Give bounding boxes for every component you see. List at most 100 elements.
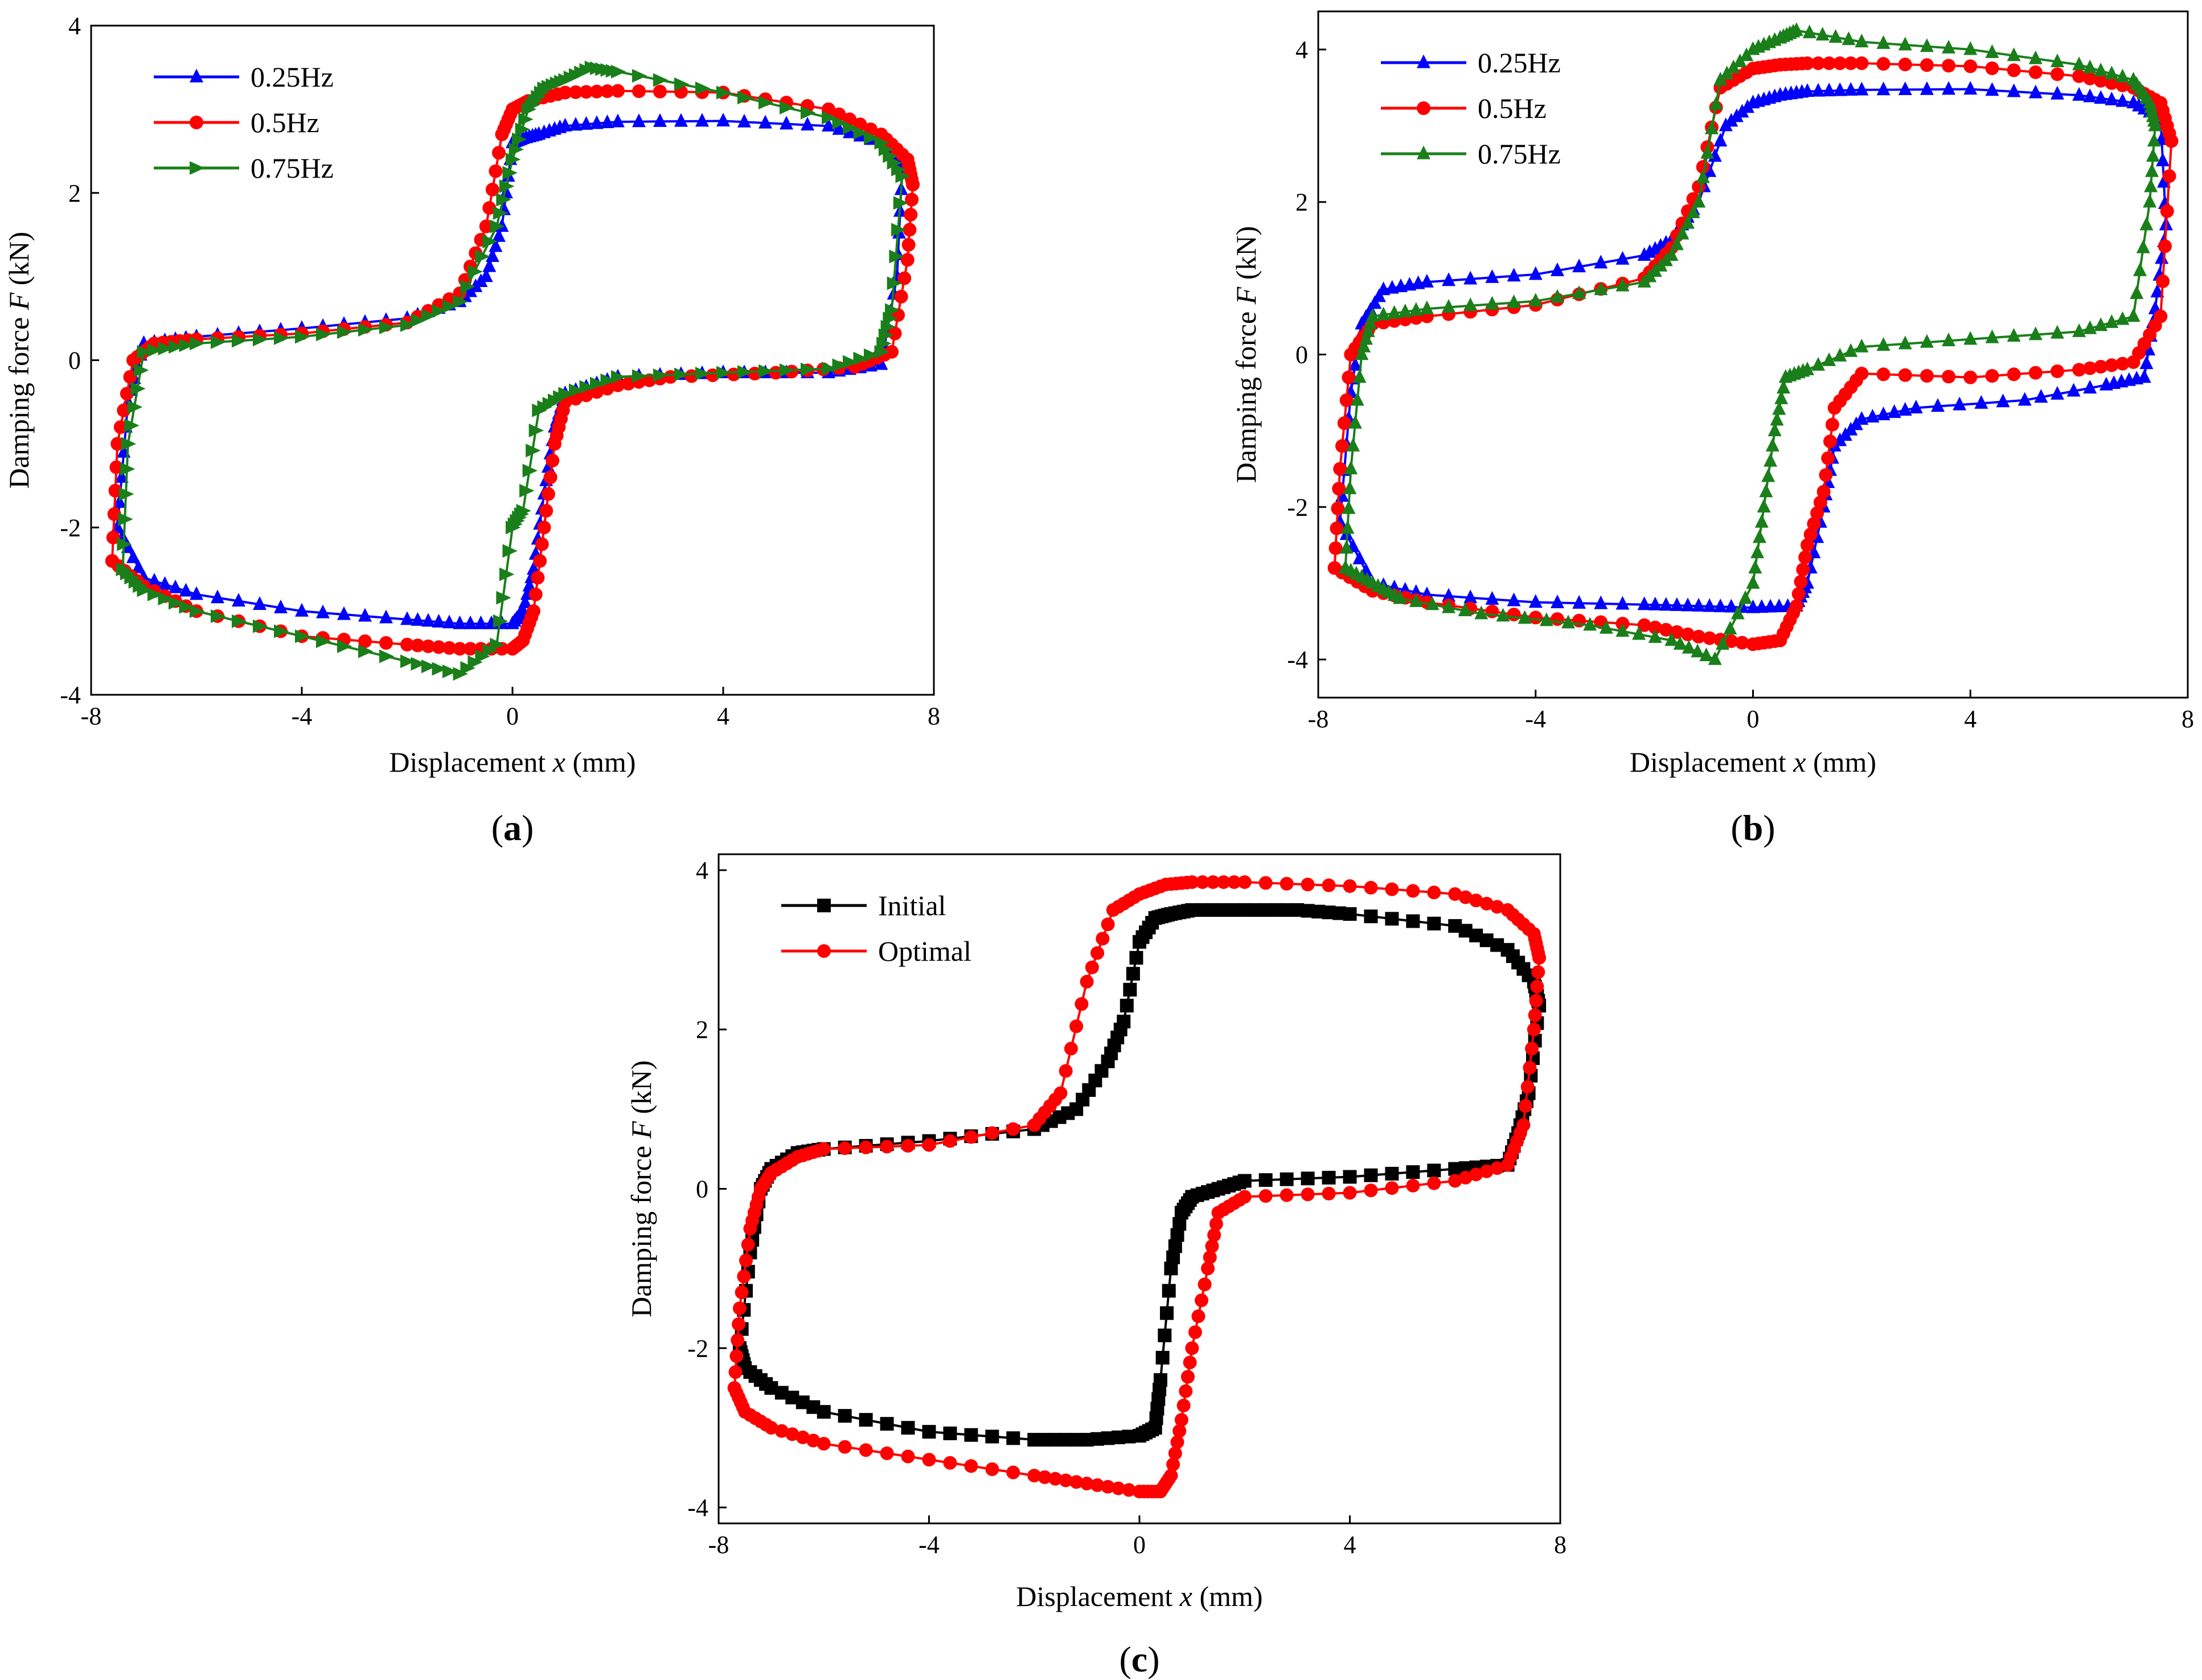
data-point	[1342, 500, 1356, 514]
data-point	[1803, 527, 1818, 542]
data-point	[888, 326, 902, 341]
data-point	[1301, 1187, 1315, 1202]
legend-marker	[817, 944, 831, 958]
data-point	[1754, 599, 1769, 613]
data-point	[1442, 272, 1456, 286]
data-point	[1387, 305, 1401, 319]
data-point	[891, 162, 907, 177]
data-point	[421, 613, 435, 627]
data-point	[1170, 1435, 1184, 1449]
data-point	[1713, 72, 1728, 86]
data-point	[1750, 544, 1765, 559]
legend-marker	[817, 899, 831, 912]
data-point	[758, 96, 774, 110]
data-point	[1406, 884, 1420, 898]
data-point	[1348, 357, 1362, 371]
data-point	[211, 589, 224, 604]
data-point	[464, 615, 477, 629]
data-point	[785, 1427, 799, 1441]
data-point	[1258, 1189, 1273, 1203]
data-point	[432, 640, 446, 654]
data-point	[1203, 1250, 1217, 1264]
series-Optimal	[727, 875, 1547, 1499]
data-point	[1420, 300, 1434, 314]
data-point	[1164, 1261, 1178, 1276]
data-point	[1811, 56, 1826, 71]
data-point	[158, 576, 172, 590]
data-point	[922, 1453, 936, 1467]
data-point	[1168, 1446, 1182, 1460]
data-point	[1364, 880, 1378, 895]
x-axis-title: Displacement x (mm)	[1630, 746, 1876, 778]
data-point	[817, 1142, 831, 1156]
data-point	[1496, 608, 1510, 622]
data-point	[1474, 605, 1488, 620]
data-point	[120, 387, 134, 401]
data-point	[1963, 41, 1978, 55]
data-point	[1343, 1186, 1357, 1200]
data-point	[1648, 620, 1662, 634]
data-point	[1280, 1188, 1294, 1202]
data-point	[2094, 73, 2108, 88]
data-point	[1833, 82, 1847, 96]
data-point	[274, 624, 289, 638]
data-point	[2028, 326, 2043, 341]
data-point	[1572, 259, 1586, 273]
data-point	[442, 664, 458, 678]
data-point	[1507, 294, 1521, 309]
data-point	[611, 64, 626, 79]
data-point	[1458, 1170, 1473, 1185]
data-point	[1205, 1239, 1219, 1253]
data-point	[1064, 1042, 1078, 1056]
data-point	[590, 84, 604, 99]
data-point	[2028, 50, 2043, 64]
data-point	[442, 299, 458, 313]
data-point	[1686, 204, 1700, 219]
data-point	[1765, 437, 1779, 452]
data-point	[1330, 521, 1344, 535]
data-point	[548, 437, 561, 451]
data-point	[1448, 887, 1462, 901]
data-point	[474, 615, 488, 629]
data-point	[893, 196, 909, 210]
data-point	[106, 530, 120, 544]
data-point	[1162, 1284, 1176, 1298]
data-point	[2072, 323, 2086, 337]
data-point	[838, 1440, 852, 1454]
data-point	[211, 609, 226, 623]
data-point	[232, 593, 245, 607]
data-point	[2150, 284, 2164, 298]
data-point	[499, 567, 515, 581]
data-point	[479, 219, 493, 233]
data-point	[253, 333, 268, 347]
data-point	[1735, 636, 1749, 650]
data-point	[2066, 383, 2081, 397]
data-point	[1876, 35, 1891, 49]
data-point	[232, 334, 247, 348]
data-point	[1485, 296, 1499, 310]
data-point	[1080, 1477, 1094, 1491]
data-point	[853, 126, 868, 140]
data-point	[859, 1140, 873, 1154]
y-tick-label: 4	[1295, 36, 1308, 64]
data-point	[479, 268, 493, 282]
data-point	[1227, 875, 1241, 889]
data-point	[838, 1141, 852, 1155]
y-tick-label: 0	[1295, 341, 1308, 369]
data-point	[1027, 1433, 1041, 1447]
data-point	[1469, 894, 1483, 908]
data-point	[1237, 875, 1252, 889]
legend-marker	[1417, 101, 1430, 115]
y-tick-label: 0	[68, 347, 81, 375]
data-point	[731, 1333, 745, 1347]
data-point	[985, 1462, 999, 1476]
series-0.75Hz	[1338, 22, 2162, 665]
x-tick-label: 0	[506, 702, 519, 730]
data-point	[859, 1443, 873, 1457]
data-point	[1352, 550, 1367, 564]
data-point	[1479, 896, 1494, 911]
data-point	[316, 634, 331, 648]
data-point	[1720, 65, 1734, 80]
data-point	[1550, 612, 1564, 626]
